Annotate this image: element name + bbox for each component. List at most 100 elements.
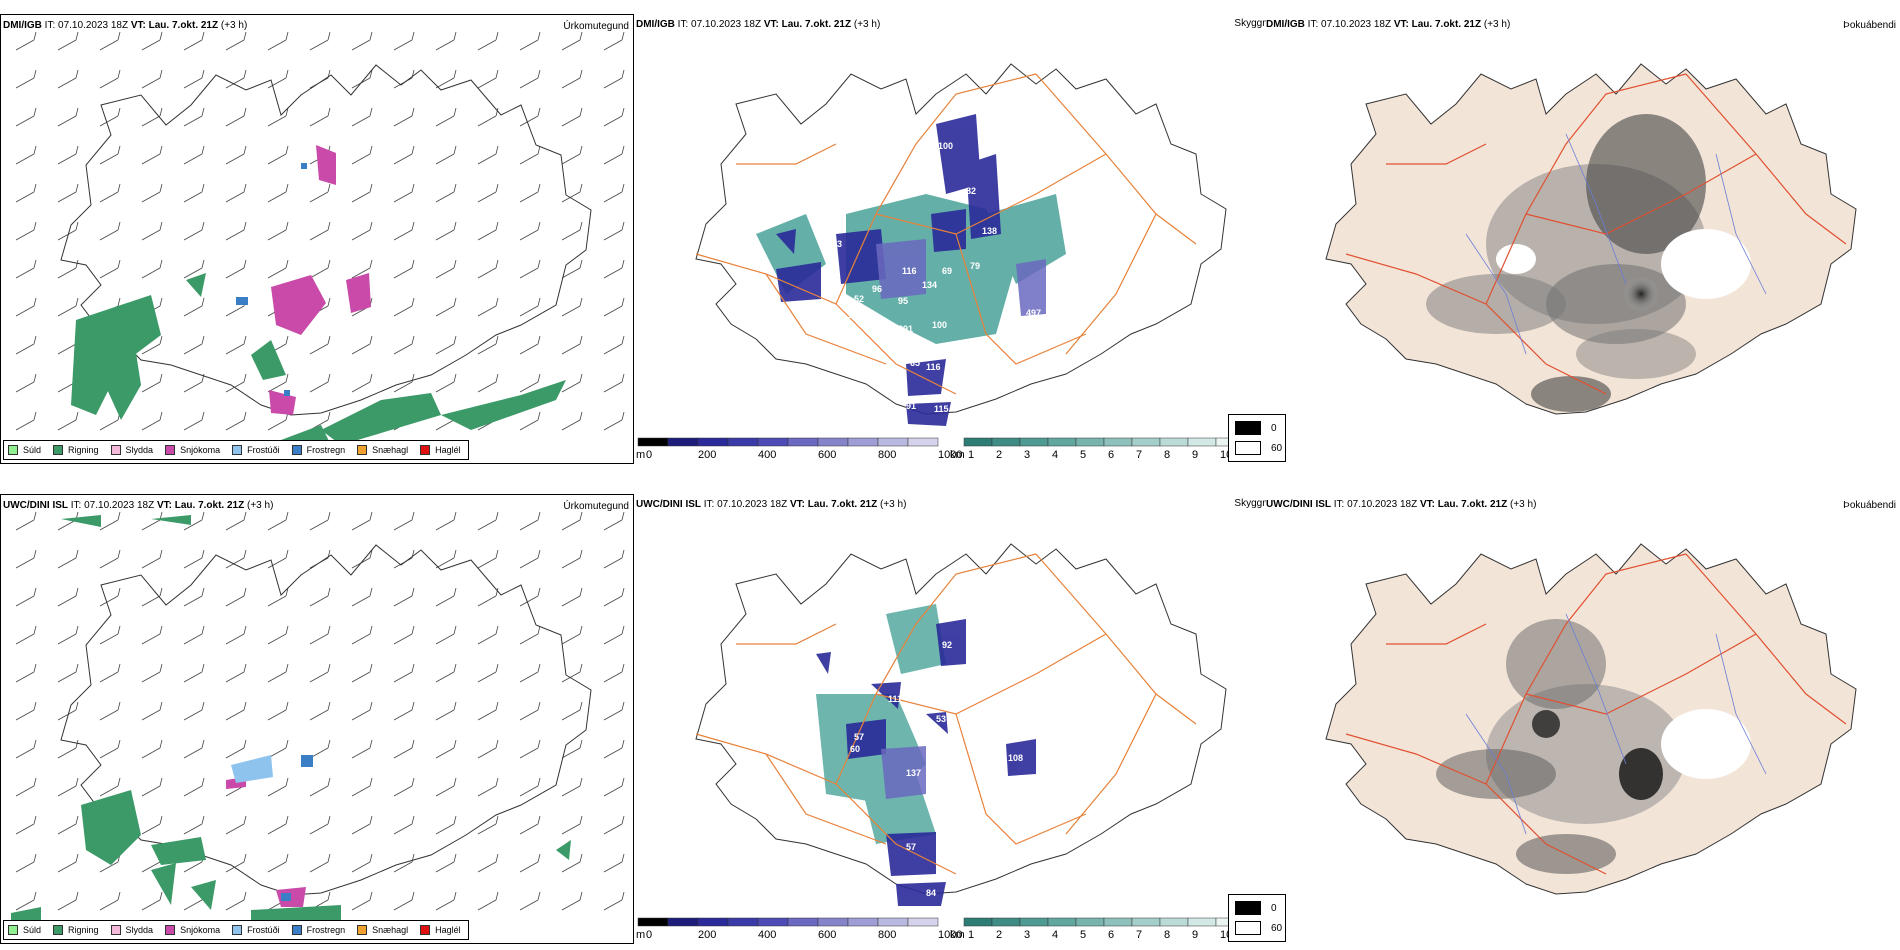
wind-barb [477,297,499,317]
legend-item: Slydda [110,445,154,455]
vis-label: 79 [970,261,980,271]
scale-m-bin [727,437,759,447]
scale-km-bin [1103,437,1133,447]
scale-m-bin [817,437,849,447]
wind-barb [183,701,205,721]
wind-barb [267,701,289,721]
rain-areas [11,515,571,925]
scale-km-bin [1103,917,1133,927]
legend-swatch [291,925,302,935]
scale-m-tick: 800 [878,929,896,941]
wind-barb [309,183,331,203]
wind-barb [57,31,79,51]
vis-label: 95 [898,296,908,306]
wind-barb [435,31,457,51]
legend-label: Snjókoma [180,445,221,455]
wind-barb [351,511,373,531]
wind-barb [519,549,541,569]
wind-barb [561,701,583,721]
cloud-legend-swatch [1235,421,1261,435]
wind-barb [267,183,289,203]
legend-swatch [8,925,18,935]
legend-swatch [165,445,176,455]
wind-barb [561,815,583,835]
legend-item: Súld [8,925,41,935]
cloud-legend-row: 0 [1235,421,1277,435]
legend-label: Haglél [435,925,461,935]
wind-barb [603,69,625,89]
vis-value-labels: 100 82 138 79 69 52 96 95 134 116 119 29… [832,141,1041,414]
scale-km-bin [1075,917,1105,927]
wind-barb [15,739,37,759]
wind-barb [309,853,331,873]
wind-barb [603,373,625,393]
wind-barb [435,69,457,89]
fog-shading [1426,114,1751,412]
cloud-legend-label: 60 [1271,442,1283,454]
wind-barb [267,107,289,127]
wind-barb [519,373,541,393]
wind-barb [15,587,37,607]
wind-barb [477,335,499,355]
scale-m-tick: 0 [646,449,652,461]
wind-barb [435,587,457,607]
wind-barb [141,587,163,607]
wind-barb [477,777,499,797]
wind-barb [435,815,457,835]
wind-barb [99,31,121,51]
wind-barb [99,259,121,279]
wind-barb [435,701,457,721]
wind-barb [225,221,247,241]
wind-barb [309,511,331,531]
wind-barb [519,777,541,797]
legend-item: Snjókoma [165,925,220,935]
wind-barb [225,373,247,393]
cloud-legend-swatch [1235,901,1261,915]
scale-km-bin [1159,437,1189,447]
wind-barb [99,69,121,89]
wind-barb [57,739,79,759]
wind-barb [561,739,583,759]
wind-barb [225,701,247,721]
wind-barb [15,663,37,683]
rivers [1465,133,1767,355]
wind-barb [225,107,247,127]
legend-item: Haglél [420,445,461,455]
wind-barb [351,31,373,51]
legend-swatch [53,445,64,455]
legend-label: Rigning [68,445,99,455]
wind-barb [393,663,415,683]
wind-barb [435,777,457,797]
wind-barb [603,107,625,127]
legend-label: Frostregn [306,925,346,935]
vis-label: 73 [832,239,842,249]
cloud-legend-row: 60 [1235,441,1282,455]
wind-barb [141,373,163,393]
wind-barb [351,335,373,355]
legend-label: Frostregn [306,445,346,455]
wind-barb [225,511,247,531]
wind-barb [141,549,163,569]
wind-barb [15,373,37,393]
wind-barb [15,815,37,835]
scale-m-bin [697,917,729,927]
wind-barb [183,335,205,355]
wind-barb [15,777,37,797]
scale-m-tick: 600 [818,449,836,461]
wind-barb [99,739,121,759]
legend-label: Slydda [125,445,154,455]
scale-m-tick: 400 [758,449,776,461]
vis-panel-row2: UWC/DINI ISL IT: 07.10.2023 18Z VT: Lau.… [636,494,1270,944]
wind-barb [225,183,247,203]
wind-barb [15,297,37,317]
row1-header-cloud: DMI/IGB IT: 07.10.2023 18Z VT: Lau. 7.ok… [1266,19,1511,30]
wind-barb [99,891,121,911]
snow-areas [226,777,306,907]
freezing-areas [231,755,313,901]
scale-m-bin [787,917,819,927]
wind-barb [435,221,457,241]
wind-barb [603,701,625,721]
wind-barb [603,221,625,241]
scale-m-bin [697,437,729,447]
wind-barb [225,31,247,51]
